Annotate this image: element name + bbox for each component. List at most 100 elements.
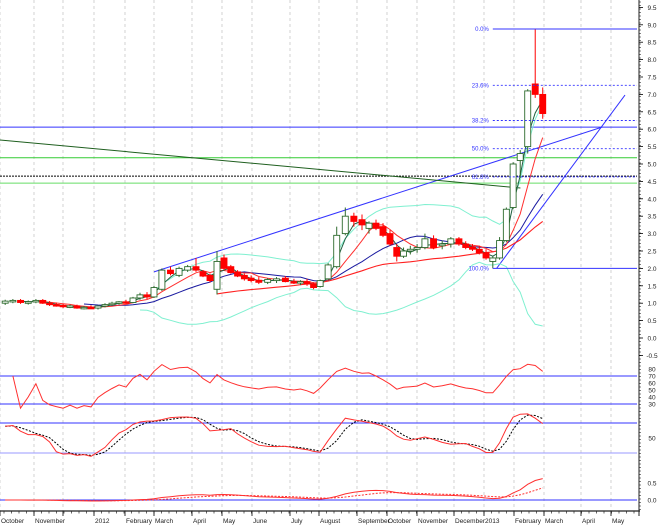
candle bbox=[143, 292, 151, 300]
candle bbox=[413, 244, 421, 253]
month-gridlines bbox=[0, 0, 612, 511]
candle-body-down bbox=[455, 238, 463, 245]
candle bbox=[66, 304, 74, 309]
candle-body-up bbox=[101, 304, 109, 307]
candle-body-up bbox=[32, 299, 40, 303]
price-tick-label: 1.0 bbox=[647, 301, 656, 308]
candle-body-up bbox=[413, 247, 421, 250]
candle-body-up bbox=[365, 222, 373, 229]
price-tick-label: 9.5 bbox=[647, 5, 656, 12]
candle-body-up bbox=[184, 266, 192, 271]
month-label: June bbox=[253, 518, 267, 525]
price-tick-label: 5.5 bbox=[647, 144, 656, 151]
price-tick-label: 6.5 bbox=[647, 109, 656, 116]
candle bbox=[73, 304, 81, 309]
candle-body-down bbox=[393, 247, 401, 257]
candle bbox=[184, 264, 192, 272]
candle bbox=[167, 266, 174, 276]
candle-body-up bbox=[94, 305, 102, 309]
candle-body-down bbox=[372, 222, 380, 229]
candle bbox=[247, 275, 255, 283]
candle-body-up bbox=[108, 302, 116, 306]
candle bbox=[310, 282, 318, 290]
month-label: 2012 bbox=[95, 518, 110, 525]
candle bbox=[240, 273, 248, 281]
month-label: May bbox=[223, 518, 236, 525]
candle-body-down bbox=[482, 252, 490, 259]
candle-body-up bbox=[324, 264, 332, 280]
candle bbox=[496, 237, 504, 260]
rsi-tick-label: 50 bbox=[648, 388, 656, 395]
candle-body-down bbox=[234, 271, 242, 277]
stoch-k-line bbox=[5, 413, 543, 457]
month-label: July bbox=[291, 518, 303, 525]
rsi-tick-label: 30 bbox=[648, 402, 656, 409]
price-tick-label: 5.0 bbox=[647, 162, 656, 169]
candle bbox=[430, 235, 438, 250]
candle bbox=[324, 263, 332, 281]
price-tick-label: 9.0 bbox=[647, 22, 656, 29]
candle-body-up bbox=[297, 281, 304, 284]
candle bbox=[52, 302, 60, 307]
macd-line bbox=[5, 478, 543, 502]
candle-body-down bbox=[192, 266, 200, 271]
candle-body-up bbox=[333, 234, 341, 268]
indicator-overlays bbox=[20, 99, 544, 327]
candle bbox=[379, 223, 387, 238]
candle-body-up bbox=[80, 306, 88, 310]
month-label: March bbox=[155, 518, 173, 525]
candle-body-down bbox=[227, 266, 235, 274]
month-label: May bbox=[612, 518, 625, 525]
candle bbox=[509, 162, 517, 210]
candle-body-up bbox=[66, 305, 74, 308]
candle bbox=[316, 279, 324, 288]
candle-body-down bbox=[167, 269, 174, 275]
month-label: October bbox=[1, 518, 25, 525]
candle-body-down bbox=[87, 306, 95, 310]
fibonacci-retracement: 0.0% 23.6% 38.2% 50.0% 61.8% 100.0% bbox=[468, 27, 637, 272]
macd-tick-label: 0.0 bbox=[647, 498, 656, 505]
price-tick-label: 0.0 bbox=[647, 336, 656, 343]
candle bbox=[199, 270, 207, 278]
candle bbox=[421, 233, 429, 250]
price-tick-label: 2.5 bbox=[647, 249, 656, 256]
candle bbox=[372, 219, 380, 231]
candle bbox=[447, 237, 455, 248]
candle-body-down bbox=[17, 299, 24, 303]
candle bbox=[234, 270, 242, 278]
candle bbox=[213, 251, 221, 295]
trendline bbox=[496, 94, 626, 269]
candle bbox=[482, 249, 490, 260]
candle bbox=[333, 226, 341, 269]
month-label: March bbox=[545, 518, 563, 525]
month-label: 2013 bbox=[485, 518, 500, 525]
fib-level-label: 38.2% bbox=[472, 119, 490, 125]
price-tick-label: 7.5 bbox=[647, 75, 656, 82]
macd-tick-label: 0.5 bbox=[647, 481, 656, 488]
candle bbox=[531, 28, 539, 98]
month-label: February bbox=[126, 518, 153, 525]
candle bbox=[39, 299, 47, 304]
candle-body-down bbox=[206, 274, 214, 282]
candle bbox=[489, 256, 497, 269]
candle bbox=[59, 303, 67, 309]
month-label: February bbox=[515, 518, 542, 525]
candle bbox=[281, 276, 289, 283]
candle-body-up bbox=[406, 248, 414, 252]
month-label: November bbox=[35, 518, 66, 525]
candle bbox=[469, 244, 476, 251]
candle-body-down bbox=[539, 93, 547, 114]
price-tick-label: 8.5 bbox=[647, 40, 656, 47]
candle bbox=[400, 247, 407, 258]
candle-body-up bbox=[136, 294, 144, 299]
candle-body-down bbox=[281, 277, 289, 283]
candle-body-down bbox=[59, 304, 67, 308]
candle-body-up bbox=[489, 257, 497, 262]
candle-body-up bbox=[524, 90, 532, 148]
candle bbox=[290, 278, 298, 285]
price-tick-label: -0.5 bbox=[646, 353, 658, 360]
candle-body-down bbox=[255, 279, 263, 283]
candle-body-up bbox=[496, 240, 504, 259]
candle-body-up bbox=[273, 278, 280, 282]
